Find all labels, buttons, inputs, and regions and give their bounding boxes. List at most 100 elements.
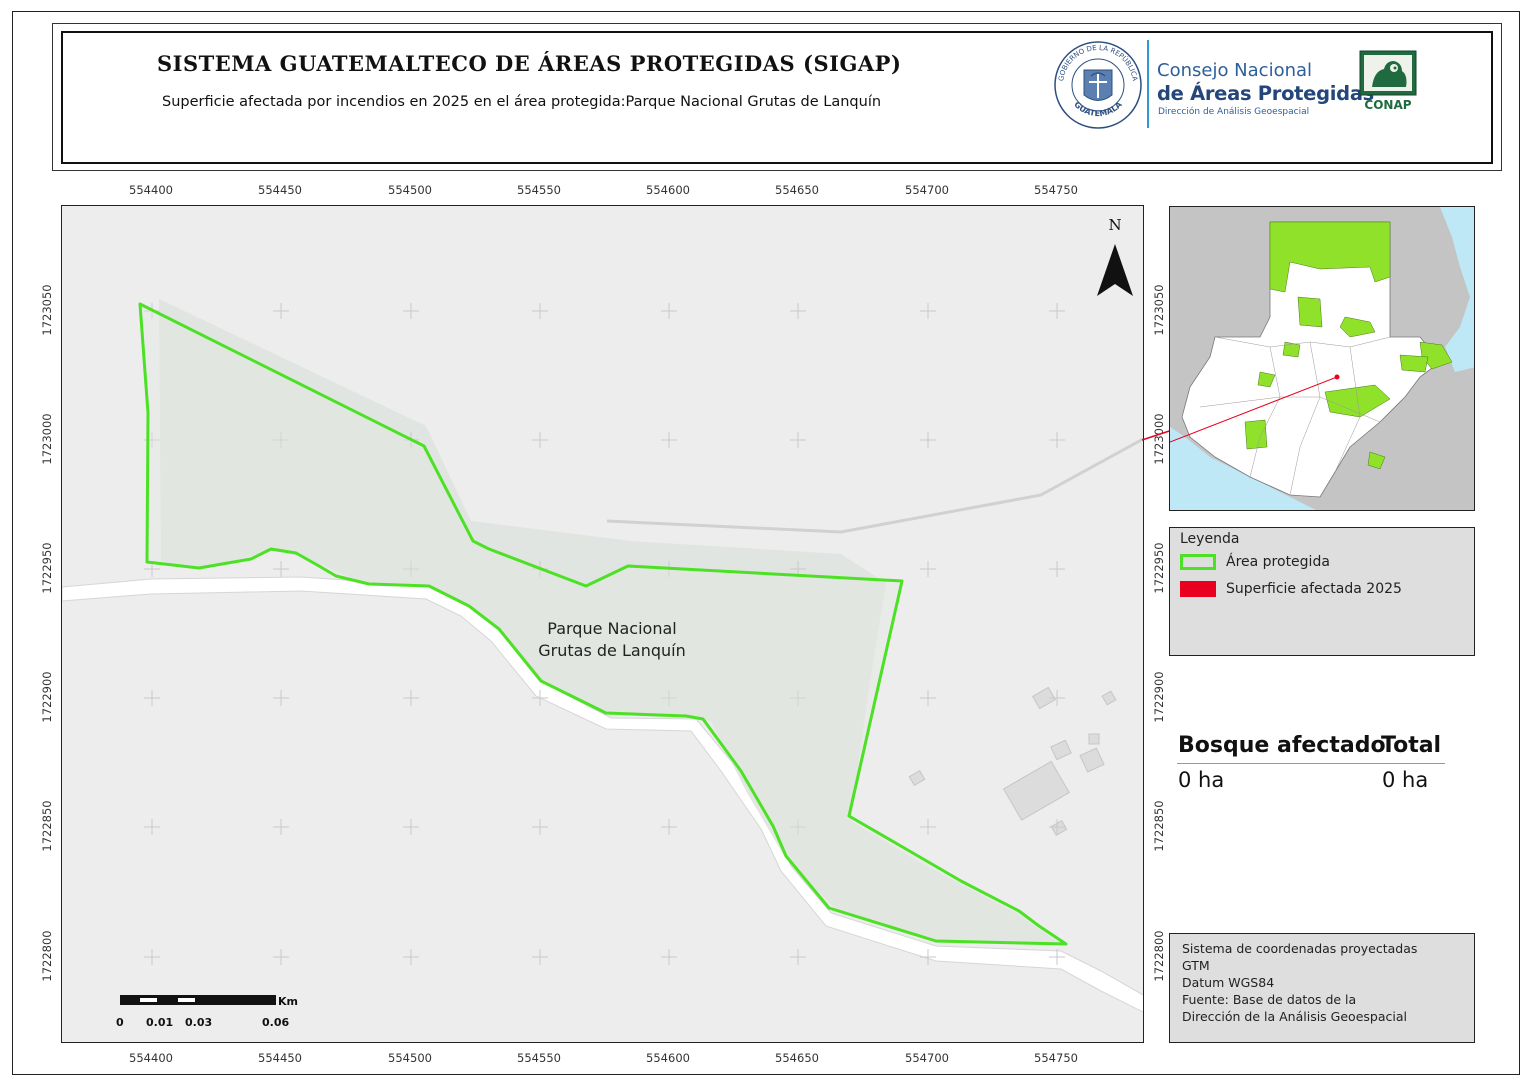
legend-item-burned-area: Superficie afectada 2025 — [1180, 581, 1402, 597]
y-tick-right: 1722800 — [1152, 930, 1166, 982]
grid-cross — [790, 303, 806, 319]
coord-line-2: GTM — [1182, 958, 1210, 973]
protected-area-shading — [159, 299, 1061, 944]
grid-cross — [144, 819, 160, 835]
inset-departments — [1199, 336, 1391, 496]
stats-divider — [1177, 763, 1445, 764]
conap-logo-text: CONAP — [1364, 98, 1411, 112]
x-tick-top: 554500 — [388, 183, 432, 197]
inset-sea-pacific — [1170, 427, 1316, 510]
protected-area-label-line1: Parque Nacional — [547, 619, 677, 638]
map-subtitle: Superficie afectada por incendios en 202… — [162, 94, 882, 110]
x-tick-top: 554550 — [517, 183, 561, 197]
trail-line — [606, 437, 1143, 534]
grid-cross — [273, 690, 289, 706]
stats-header-forest: Bosque afectado — [1178, 733, 1386, 758]
y-tick-right: 1722950 — [1152, 542, 1166, 594]
grid-cross — [403, 690, 419, 706]
grid-cross — [920, 949, 936, 965]
coord-line-3: Datum WGS84 — [1182, 975, 1275, 990]
stats-value-forest: 0 ha — [1178, 768, 1225, 792]
x-tick-top: 554750 — [1034, 183, 1078, 197]
logo-separator — [1147, 40, 1149, 128]
x-tick-bottom: 554750 — [1034, 1051, 1078, 1065]
north-label: N — [1108, 216, 1121, 234]
grid-cross — [920, 690, 936, 706]
grid-cross — [920, 303, 936, 319]
grid-cross — [1049, 819, 1065, 835]
y-tick-left: 1722800 — [40, 930, 54, 982]
grid-cross — [790, 819, 806, 835]
grid-cross — [790, 949, 806, 965]
x-tick-bottom: 554650 — [775, 1051, 819, 1065]
grid-cross — [1049, 432, 1065, 448]
grid-cross — [790, 432, 806, 448]
grid-cross — [1049, 949, 1065, 965]
scale-label-1: 0.01 — [146, 1016, 174, 1029]
protected-area-swatch — [1180, 554, 1216, 570]
stats-value-total: 0 ha — [1382, 768, 1429, 792]
inset-map-canvas — [1170, 207, 1474, 510]
grid-cross — [661, 432, 677, 448]
y-tick-left: 1723050 — [40, 284, 54, 336]
scale-label-3: 0.06 — [262, 1016, 290, 1029]
conap-logo-icon: CONAP — [1359, 50, 1417, 112]
main-map-canvas — [62, 299, 1143, 1013]
map-title: SISTEMA GUATEMALTECO DE ÁREAS PROTEGIDAS… — [157, 51, 902, 76]
legend-label-burned-area: Superficie afectada 2025 — [1226, 581, 1402, 597]
legend-item-protected-area: Área protegida — [1180, 554, 1330, 570]
grid-cross — [273, 303, 289, 319]
coord-line-1: Sistema de coordenadas proyectadas — [1182, 941, 1418, 956]
grid-cross — [661, 819, 677, 835]
grid-cross — [403, 561, 419, 577]
road — [62, 576, 1143, 1013]
grid-cross — [273, 432, 289, 448]
x-tick-top: 554700 — [905, 183, 949, 197]
scale-label-2: 0.03 — [185, 1016, 213, 1029]
y-tick-left: 1722900 — [40, 671, 54, 723]
protected-area-label: Parque Nacional Grutas de Lanquín — [538, 618, 685, 662]
conap-name-line2: de Áreas Protegidas — [1157, 82, 1374, 105]
header-inner-frame — [61, 31, 1493, 164]
stats-header-total: Total — [1381, 733, 1442, 758]
page-border — [12, 11, 1520, 1075]
y-tick-left: 1722850 — [40, 800, 54, 852]
grid-cross — [790, 690, 806, 706]
main-map[interactable]: N Km 0 0.01 0.03 0.06 — [61, 205, 1144, 1043]
grid-cross — [532, 819, 548, 835]
coordinate-info-box: Sistema de coordenadas proyectadas GTM D… — [1169, 933, 1475, 1043]
x-tick-top: 554400 — [129, 183, 173, 197]
north-arrow-icon: N — [1097, 216, 1133, 296]
x-tick-bottom: 554550 — [517, 1051, 561, 1065]
scale-bar — [120, 995, 276, 1005]
x-tick-top: 554650 — [775, 183, 819, 197]
grid-cross — [403, 949, 419, 965]
grid-cross — [403, 303, 419, 319]
scale-unit: Km — [278, 995, 298, 1008]
inset-sea-caribbean — [1440, 207, 1474, 372]
y-tick-right: 1722900 — [1152, 671, 1166, 723]
x-tick-bottom: 554600 — [646, 1051, 690, 1065]
coord-line-4: Fuente: Base de datos de la — [1182, 992, 1357, 1007]
x-tick-top: 554450 — [258, 183, 302, 197]
grid-cross — [1049, 303, 1065, 319]
burned-area-swatch — [1180, 581, 1216, 597]
grid-cross — [532, 690, 548, 706]
coord-line-5: Dirección de la Análisis Geoespacial — [1182, 1009, 1407, 1024]
conap-department: Dirección de Análisis Geoespacial — [1158, 107, 1310, 117]
grid-cross — [532, 949, 548, 965]
protected-area-outline[interactable] — [138, 302, 1068, 946]
buildings — [908, 686, 1117, 837]
grid-cross — [920, 432, 936, 448]
legend-title: Leyenda — [1180, 531, 1240, 547]
x-tick-bottom: 554400 — [129, 1051, 173, 1065]
grid-cross — [273, 819, 289, 835]
x-tick-bottom: 554700 — [905, 1051, 949, 1065]
y-tick-left: 1723000 — [40, 413, 54, 465]
grid-cross — [661, 949, 677, 965]
grid-cross — [273, 561, 289, 577]
inset-locator-map[interactable] — [1169, 206, 1475, 511]
conap-name-line1: Consejo Nacional — [1157, 60, 1313, 81]
protected-area-label-line2: Grutas de Lanquín — [538, 641, 686, 660]
grid-cross — [144, 690, 160, 706]
